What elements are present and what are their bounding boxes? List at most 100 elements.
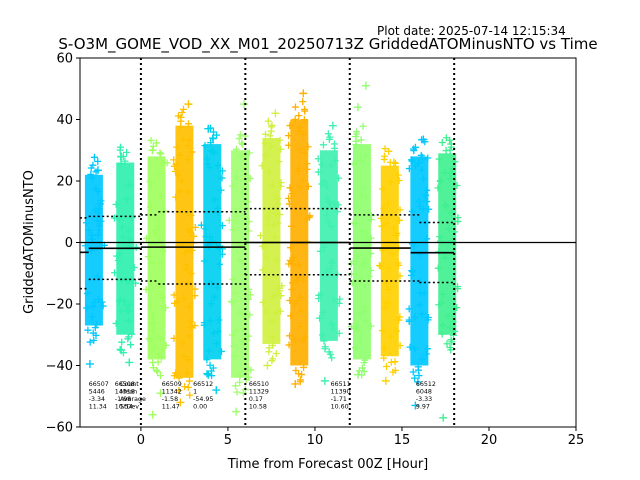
marker-point (360, 359, 368, 367)
marker-point (328, 259, 336, 267)
marker-point (385, 264, 393, 272)
marker-point (408, 156, 416, 164)
marker-point (148, 311, 156, 319)
marker-point (362, 229, 370, 237)
marker-point (172, 193, 180, 201)
marker-point (326, 200, 334, 208)
marker-point (184, 356, 192, 364)
marker-point (229, 226, 237, 234)
marker-point (125, 227, 133, 235)
marker-point (327, 319, 335, 327)
outlier-point (232, 407, 241, 416)
stats-annotation-line: -1.71 (331, 396, 347, 403)
marker-point (436, 233, 444, 241)
marker-point (406, 343, 414, 351)
marker-point (92, 331, 100, 339)
marker-point (85, 226, 93, 234)
marker-point (286, 332, 294, 340)
marker-point (326, 350, 334, 358)
marker-point (286, 122, 294, 130)
marker-point (203, 155, 211, 163)
marker-point (319, 308, 327, 316)
marker-point (408, 267, 416, 275)
marker-point (287, 222, 295, 230)
marker-point (246, 174, 254, 182)
marker-point (291, 299, 299, 307)
marker-point (351, 324, 359, 332)
marker-point (454, 285, 462, 293)
stats-annotation-line: 11329 (249, 389, 269, 396)
marker-point (335, 174, 343, 182)
marker-point (187, 270, 195, 278)
stats-annotation-line: 11342 (162, 389, 182, 396)
marker-point (214, 284, 222, 292)
x-tick-label: 20 (481, 433, 498, 448)
marker-point (188, 148, 196, 156)
marker-point (324, 218, 332, 226)
marker-point (442, 202, 450, 210)
marker-point (184, 120, 192, 128)
marker-point (354, 252, 362, 260)
marker-point (206, 164, 214, 172)
marker-point (82, 219, 90, 227)
marker-point (179, 135, 187, 143)
marker-point (191, 285, 199, 293)
marker-point (178, 109, 186, 117)
marker-point (327, 258, 335, 266)
marker-point (215, 260, 223, 268)
marker-point (110, 214, 118, 222)
stats-annotation-line: 66508 (115, 381, 135, 388)
marker-point (299, 98, 307, 106)
marker-point (94, 296, 102, 304)
outlier-point (299, 89, 308, 98)
marker-point (118, 223, 126, 231)
marker-point (228, 331, 236, 339)
marker-point (441, 169, 449, 177)
marker-point (390, 224, 398, 232)
marker-point (424, 316, 432, 324)
marker-point (119, 233, 127, 241)
marker-point (245, 285, 253, 293)
marker-point (179, 105, 187, 113)
marker-point (170, 291, 178, 299)
marker-point (90, 336, 98, 344)
marker-point (163, 159, 171, 167)
marker-point (379, 185, 387, 193)
marker-point (154, 350, 162, 358)
marker-point (353, 202, 361, 210)
marker-point (87, 170, 95, 178)
marker-point (411, 374, 419, 382)
marker-point (174, 297, 182, 305)
marker-point (355, 367, 363, 375)
marker-point (421, 191, 429, 199)
marker-point (200, 319, 208, 327)
marker-point (97, 217, 105, 225)
marker-point (271, 291, 279, 299)
marker-point (387, 178, 395, 186)
marker-point (122, 301, 130, 309)
marker-point (316, 247, 324, 255)
stats-annotation-line: 10.60 (331, 404, 349, 411)
marker-point (90, 153, 98, 161)
marker-point (444, 312, 452, 320)
marker-point (301, 106, 309, 114)
marker-point (385, 286, 393, 294)
marker-point (236, 378, 244, 386)
marker-point (380, 354, 388, 362)
stats-annotation-line: StDev (120, 404, 139, 411)
marker-point (143, 234, 151, 242)
marker-point (335, 329, 343, 337)
marker-point (414, 378, 422, 386)
stats-annotation-line: 11.34 (89, 404, 107, 411)
scatter-cluster-2 (142, 136, 171, 419)
marker-point (147, 301, 155, 309)
marker-point (203, 370, 211, 378)
marker-point (96, 205, 103, 213)
marker-point (330, 140, 338, 148)
marker-point (231, 289, 239, 297)
marker-point (417, 151, 425, 159)
marker-point (416, 301, 424, 309)
marker-point (393, 229, 401, 237)
marker-point (380, 344, 388, 352)
